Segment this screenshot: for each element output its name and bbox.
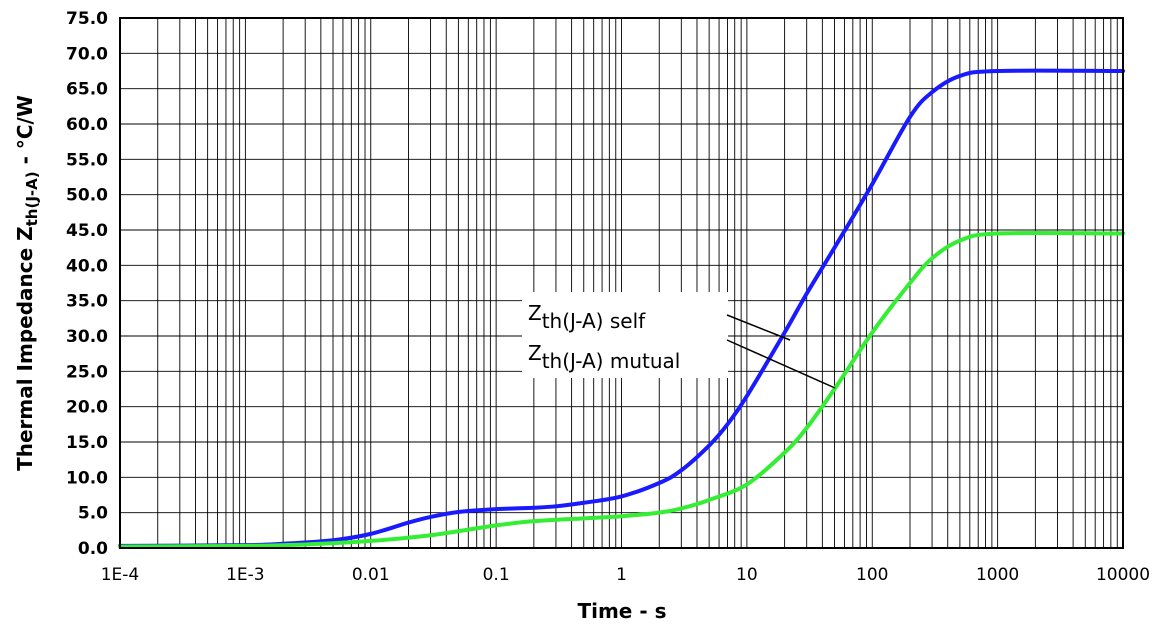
legend-self-suffix: self [603, 309, 646, 333]
y-axis-title-suffix: - °C/W [13, 95, 37, 171]
series-line-mutual [118, 231, 1125, 549]
y-tick-label: 35.0 [66, 292, 108, 312]
y-tick-label: 60.0 [66, 115, 108, 135]
legend-mutual-main: Z [528, 341, 542, 365]
y-axis-title-main: Thermal Impedance Z [13, 226, 37, 471]
grid [119, 17, 1123, 549]
x-tick-label: 1000 [976, 565, 1019, 585]
plot-frame [119, 17, 1124, 549]
series-line-self [118, 68, 1125, 548]
y-tick-label: 65.0 [66, 80, 108, 100]
y-tick-label: 15.0 [66, 433, 108, 453]
y-tick-label: 40.0 [66, 256, 108, 276]
y-tick-label: 50.0 [66, 186, 108, 206]
legend-label-self: Zth(J-A) self [528, 301, 646, 333]
series-lines [118, 68, 1125, 549]
y-tick-labels: 0.0 5.0 10.0 15.0 20.0 25.0 30.0 35.0 40.0 45.0 50… [66, 9, 108, 559]
x-tick-label: 0.1 [483, 565, 510, 585]
x-tick-labels: 1E-4 1E-3 0.01 0.1 1 10 100 1000 10000 [101, 565, 1150, 585]
y-tick-label: 10.0 [66, 468, 108, 488]
x-tick-label: 1 [616, 565, 627, 585]
y-tick-label: 5.0 [78, 504, 108, 524]
x-tick-label: 1E-3 [226, 565, 265, 585]
x-tick-label: 1E-4 [101, 565, 140, 585]
legend-mutual-suffix: mutual [603, 349, 680, 373]
legend-box [522, 292, 728, 378]
x-tick-label: 10000 [1096, 565, 1150, 585]
y-tick-label: 30.0 [66, 327, 108, 347]
y-tick-label: 55.0 [66, 150, 108, 170]
x-axis-title: Time - s [577, 599, 666, 623]
x-tick-label: 0.01 [352, 565, 390, 585]
legend-mutual-sub: th(J-A) [542, 349, 604, 373]
y-axis-title-subscript: th(J-A) [23, 171, 41, 226]
leader-line-mutual [726, 339, 836, 389]
y-tick-label: 0.0 [78, 539, 108, 559]
y-tick-label: 70.0 [66, 44, 108, 64]
y-tick-label: 25.0 [66, 362, 108, 382]
leader-line-self [726, 314, 791, 341]
legend-self-sub: th(J-A) [542, 309, 604, 333]
y-tick-label: 20.0 [66, 398, 108, 418]
y-axis-title: Thermal Impedance Zth(J-A) - °C/W [13, 95, 41, 471]
legend-callout: Zth(J-A) self Zth(J-A) mutual [522, 292, 836, 389]
legend-label-mutual: Zth(J-A) mutual [528, 341, 680, 373]
y-tick-label: 45.0 [66, 221, 108, 241]
legend-self-main: Z [528, 301, 542, 325]
x-tick-label: 10 [736, 565, 758, 585]
x-tick-label: 100 [856, 565, 888, 585]
y-tick-label: 75.0 [66, 9, 108, 29]
